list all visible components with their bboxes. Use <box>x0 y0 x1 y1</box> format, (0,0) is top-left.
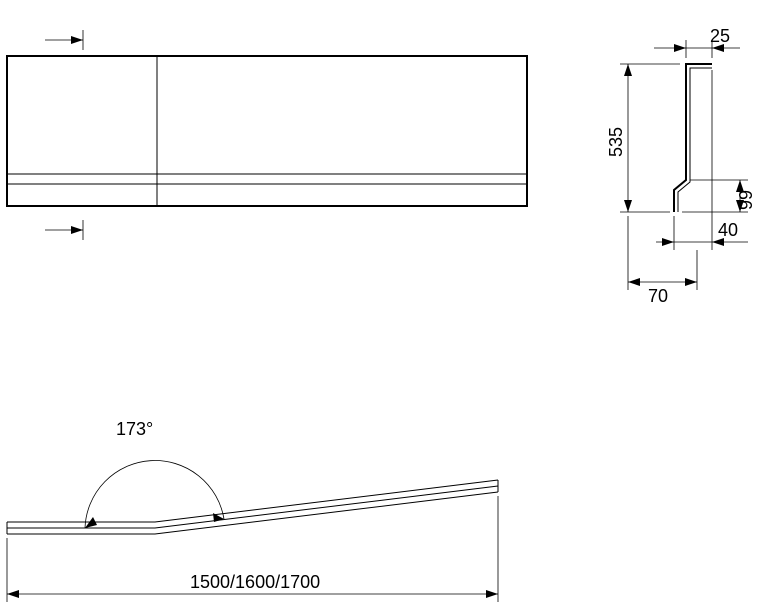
dim-length: 1500/1600/1700 <box>7 496 498 602</box>
dim-25-label: 25 <box>710 26 730 46</box>
angle-label: 173° <box>116 419 153 439</box>
dim-40-label: 40 <box>718 220 738 240</box>
angle-view: 173° 1500/1600/1700 <box>7 419 498 602</box>
profile-outline-inner <box>678 68 712 212</box>
front-ref-arrow-top <box>45 30 83 50</box>
profile-outline-outer <box>674 64 712 212</box>
drawing-canvas: 25 535 99 40 <box>0 0 758 614</box>
dim-70: 70 <box>628 216 697 306</box>
angle-arc: 173° <box>85 419 224 528</box>
front-ref-arrow-bottom <box>45 220 83 240</box>
dim-535: 535 <box>606 64 680 212</box>
front-view <box>7 30 527 240</box>
bent-strip <box>7 480 498 534</box>
dim-535-label: 535 <box>606 127 626 157</box>
dim-99: 99 <box>682 180 756 212</box>
dim-40: 40 <box>656 70 748 250</box>
dim-length-label: 1500/1600/1700 <box>190 572 320 592</box>
profile-view: 25 535 99 40 <box>606 26 756 306</box>
dim-99-label: 99 <box>736 190 756 210</box>
dim-70-label: 70 <box>648 286 668 306</box>
dim-25: 25 <box>654 26 740 58</box>
